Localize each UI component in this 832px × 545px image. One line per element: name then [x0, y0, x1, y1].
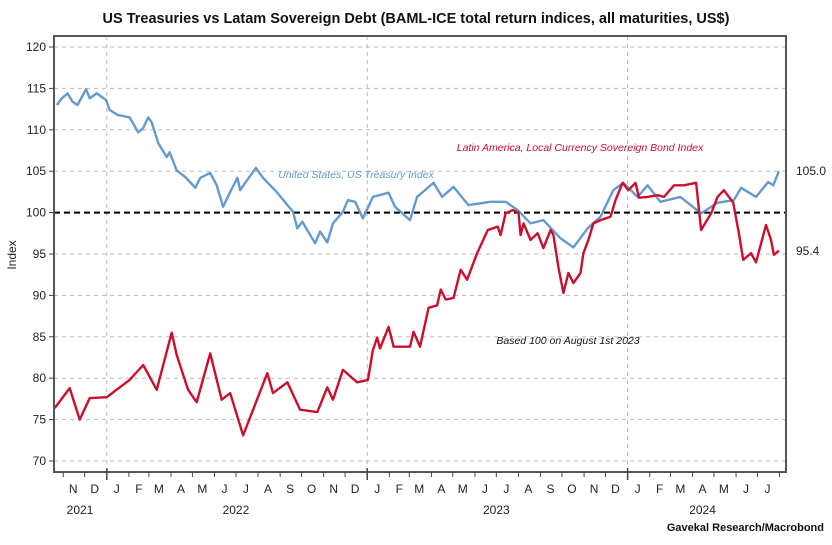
x-year-label: 2021 — [67, 503, 94, 517]
series-label-us: United States, US Treasury Index — [278, 169, 434, 181]
x-year-label: 2024 — [689, 503, 716, 517]
x-month-label: J — [635, 482, 641, 496]
x-year-label: 2023 — [483, 503, 510, 517]
series-lines — [53, 88, 781, 437]
y-tick-label: 70 — [33, 454, 47, 468]
y-tick-label: 110 — [27, 123, 46, 137]
x-month-label: N — [590, 482, 599, 496]
y-axis-label: Index — [5, 240, 19, 269]
x-month-label: N — [329, 482, 338, 496]
plot-frame — [53, 35, 787, 473]
x-month-label: J — [482, 482, 488, 496]
x-month-label: J — [764, 482, 770, 496]
y-tick-label: 85 — [33, 330, 47, 344]
x-month-label: M — [197, 482, 207, 496]
source-label: Gavekal Research/Macrobond — [667, 522, 824, 534]
series-line — [55, 88, 781, 249]
x-month-label: J — [503, 482, 509, 496]
y-tick-label: 100 — [26, 206, 46, 220]
x-month-label: J — [222, 482, 228, 496]
y-tick-label: 105 — [26, 164, 46, 178]
x-month-label: M — [154, 482, 164, 496]
x-month-label: M — [414, 482, 424, 496]
x-month-label: J — [374, 482, 380, 496]
x-month-label: S — [286, 482, 294, 496]
x-month-label: O — [567, 482, 576, 496]
y-tick-label: 80 — [33, 371, 47, 385]
x-month-label: M — [675, 482, 685, 496]
x-month-label: A — [524, 482, 532, 496]
chart-title: US Treasuries vs Latam Sovereign Debt (B… — [103, 11, 730, 27]
x-month-label: D — [351, 482, 360, 496]
x-month-label: J — [743, 482, 749, 496]
x-month-label: O — [307, 482, 316, 496]
x-month-label: S — [547, 482, 555, 496]
x-month-label: A — [177, 482, 185, 496]
x-month-label: A — [264, 482, 272, 496]
y-axis: 70 75 80 85 90 95 100 105 110 115 120 — [26, 40, 54, 468]
y-tick-label: 75 — [33, 413, 47, 427]
series-label-latam: Latin America, Local Currency Sovereign … — [457, 142, 704, 154]
x-month-label: F — [396, 482, 403, 496]
series-line — [53, 181, 780, 437]
end-label-latam: 95.4 — [796, 244, 820, 258]
x-month-label: D — [611, 482, 620, 496]
y-tick-label: 115 — [27, 81, 46, 95]
base-annotation: Based 100 on August 1st 2023 — [496, 335, 639, 347]
x-month-label: N — [69, 482, 78, 496]
x-month-label: F — [135, 482, 142, 496]
x-month-label: A — [699, 482, 707, 496]
x-month-label: M — [458, 482, 468, 496]
x-month-label: A — [437, 482, 445, 496]
x-month-label: J — [114, 482, 120, 496]
x-month-label: F — [656, 482, 663, 496]
y-tick-label: 90 — [33, 288, 47, 302]
x-month-label: M — [719, 482, 729, 496]
series-latam — [53, 181, 780, 437]
y-tick-label: 120 — [26, 40, 46, 54]
x-year-label: 2022 — [223, 503, 250, 517]
x-month-label: D — [90, 482, 99, 496]
x-month-label: J — [243, 482, 249, 496]
end-label-us: 105.0 — [796, 164, 826, 178]
gridlines — [54, 36, 786, 472]
y-tick-label: 95 — [33, 247, 47, 261]
